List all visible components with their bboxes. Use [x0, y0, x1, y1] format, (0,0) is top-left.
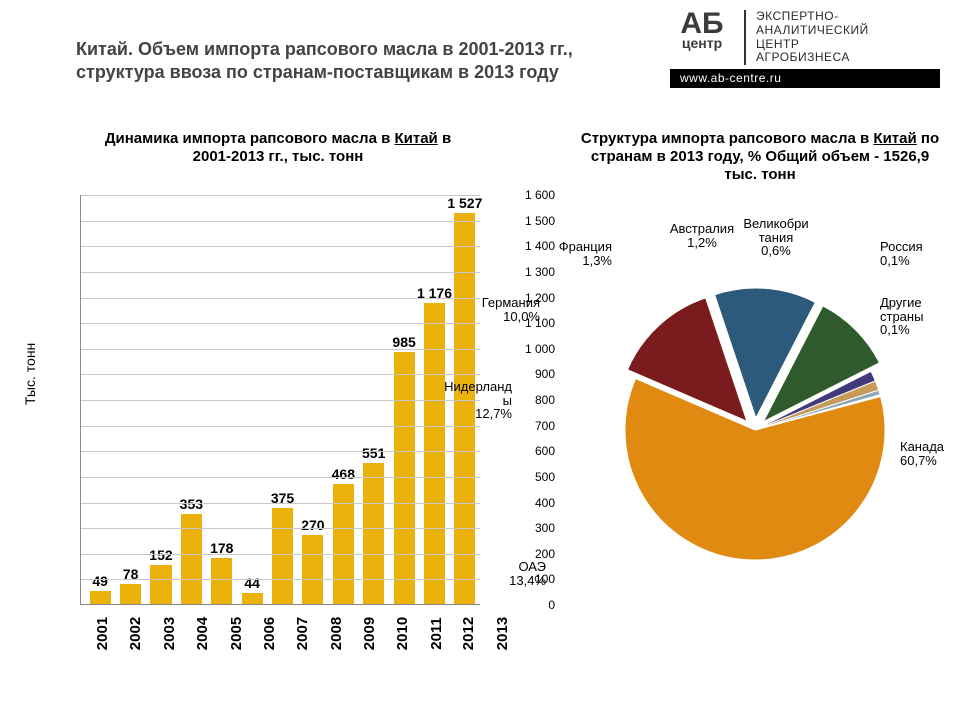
xtick-label: 2008 [320, 605, 353, 643]
xtick-label: 2004 [186, 605, 219, 643]
gridline [81, 246, 480, 247]
bar [302, 535, 323, 604]
brand-logo: АБ центр [670, 10, 734, 50]
pie-label: Великобритания0,6% [728, 217, 824, 258]
xtick-label: 2010 [386, 605, 419, 643]
ytick-label: 600 [500, 444, 555, 458]
bar-chart-xlabels: 2001200220032004200520062007200820092010… [86, 605, 478, 643]
brand-url: www.ab-centre.ru [670, 69, 940, 88]
xtick-label: 2005 [220, 605, 253, 643]
gridline [81, 477, 480, 478]
gridline [81, 323, 480, 324]
xtick-label: 2003 [153, 605, 186, 643]
bar-chart-ylabel: Тыс. тонн [22, 343, 38, 405]
pie-label: ОАЭ13,4% [486, 560, 546, 587]
brand-separator [744, 10, 746, 65]
ytick-label: 400 [500, 496, 555, 510]
gridline [81, 528, 480, 529]
pie-label: Россия0,1% [880, 240, 944, 267]
gridline [81, 451, 480, 452]
pie-label: Другиестраны0,1% [880, 296, 952, 337]
pie-svg [605, 280, 905, 580]
brand-logo-bottom: центр [682, 37, 722, 50]
bar [120, 584, 141, 604]
ytick-label: 500 [500, 470, 555, 484]
xtick-label: 2007 [286, 605, 319, 643]
bar [363, 463, 384, 604]
xtick-label: 2002 [119, 605, 152, 643]
gridline [81, 349, 480, 350]
gridline [81, 298, 480, 299]
pie-chart-title: Структура импорта рапсового масла в Кита… [580, 130, 940, 184]
xtick-label: 2011 [420, 605, 453, 643]
pie-label: Канада60,7% [900, 440, 960, 467]
xtick-label: 2006 [253, 605, 286, 643]
xtick-label: 2012 [452, 605, 485, 643]
pie-label: Франция1,3% [534, 240, 612, 267]
pie-label: Нидерланды12,7% [420, 380, 512, 421]
ytick-label: 1 000 [500, 342, 555, 356]
gridline [81, 374, 480, 375]
gridline [81, 272, 480, 273]
brand-text: ЭКСПЕРТНО- АНАЛИТИЧЕСКИЙ ЦЕНТР АГРОБИЗНЕ… [756, 10, 869, 65]
page-title: Китай. Объем импорта рапсового масла в 2… [76, 38, 606, 83]
ytick-label: 300 [500, 521, 555, 535]
brand-logo-top: АБ [680, 10, 723, 37]
bar [181, 514, 202, 604]
bar [90, 591, 111, 604]
xtick-label: 2013 [486, 605, 519, 643]
gridline [81, 503, 480, 504]
pie-chart [605, 280, 905, 580]
bar [150, 565, 171, 604]
ytick-label: 1 600 [500, 188, 555, 202]
gridline [81, 426, 480, 427]
bar-chart-title: Динамика импорта рапсового масла в Китай… [88, 130, 468, 166]
gridline [81, 554, 480, 555]
bar [242, 593, 263, 604]
xtick-label: 2001 [86, 605, 119, 643]
brand-block: АБ центр ЭКСПЕРТНО- АНАЛИТИЧЕСКИЙ ЦЕНТР … [670, 10, 940, 88]
ytick-label: 1 500 [500, 214, 555, 228]
gridline [81, 195, 480, 196]
pie-label: Германия10,0% [456, 296, 540, 323]
gridline [81, 221, 480, 222]
bar-value-label: 1 527 [435, 195, 495, 211]
xtick-label: 2009 [353, 605, 386, 643]
gridline [81, 579, 480, 580]
